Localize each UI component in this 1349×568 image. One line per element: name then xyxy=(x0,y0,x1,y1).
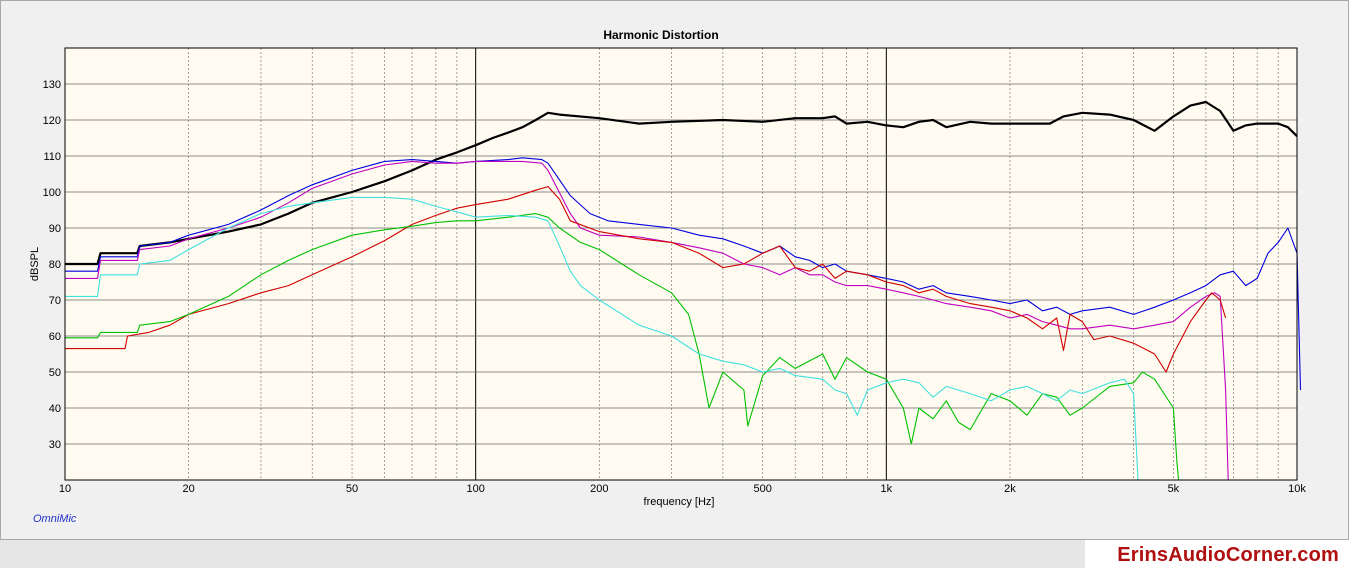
x-tick-label: 10k xyxy=(1288,483,1306,495)
x-tick-labels: 10 20 50 100 200 500 1k 2k 5k 10k xyxy=(59,483,1306,495)
y-tick-label: 100 xyxy=(43,187,61,199)
plot-border xyxy=(64,47,1298,481)
y-tick-label: 130 xyxy=(43,79,61,91)
x-tick-label: 100 xyxy=(466,483,484,495)
y-tick-label: 30 xyxy=(49,439,61,451)
series-line-1 xyxy=(65,100,1298,266)
y-tick-label: 120 xyxy=(43,115,61,127)
site-brand: ErinsAudioCorner.com xyxy=(1117,544,1339,566)
series-line-6 xyxy=(65,196,1139,481)
x-tick-label: 20 xyxy=(182,483,194,495)
y-tick-label: 60 xyxy=(49,331,61,343)
series-layer xyxy=(65,100,1302,481)
series-line-2 xyxy=(65,157,1302,391)
x-tick-label: 1k xyxy=(881,483,893,495)
y-tick-label: 90 xyxy=(49,223,61,235)
y-tick-labels: 30 40 50 60 70 80 90 100 110 120 130 xyxy=(43,79,61,451)
x-axis-label: frequency [Hz] xyxy=(644,496,715,508)
series-line-4 xyxy=(65,186,1227,373)
y-tick-label: 70 xyxy=(49,295,61,307)
y-tick-label: 40 xyxy=(49,403,61,415)
x-tick-label: 500 xyxy=(754,483,772,495)
x-tick-label: 10 xyxy=(59,483,71,495)
x-tick-label: 5k xyxy=(1168,483,1180,495)
y-tick-label: 110 xyxy=(43,151,61,163)
y-tick-label: 50 xyxy=(49,367,61,379)
omnimic-credit: OmniMic xyxy=(33,513,77,525)
x-tick-label: 2k xyxy=(1004,483,1016,495)
plot-frame xyxy=(64,47,1298,481)
x-tick-label: 200 xyxy=(590,483,608,495)
x-tick-label: 50 xyxy=(346,483,358,495)
brand-box xyxy=(1085,540,1349,568)
y-axis-label: dBSPL xyxy=(29,247,41,281)
y-tick-label: 80 xyxy=(49,259,61,271)
chart-title: Harmonic Distortion xyxy=(603,28,718,42)
